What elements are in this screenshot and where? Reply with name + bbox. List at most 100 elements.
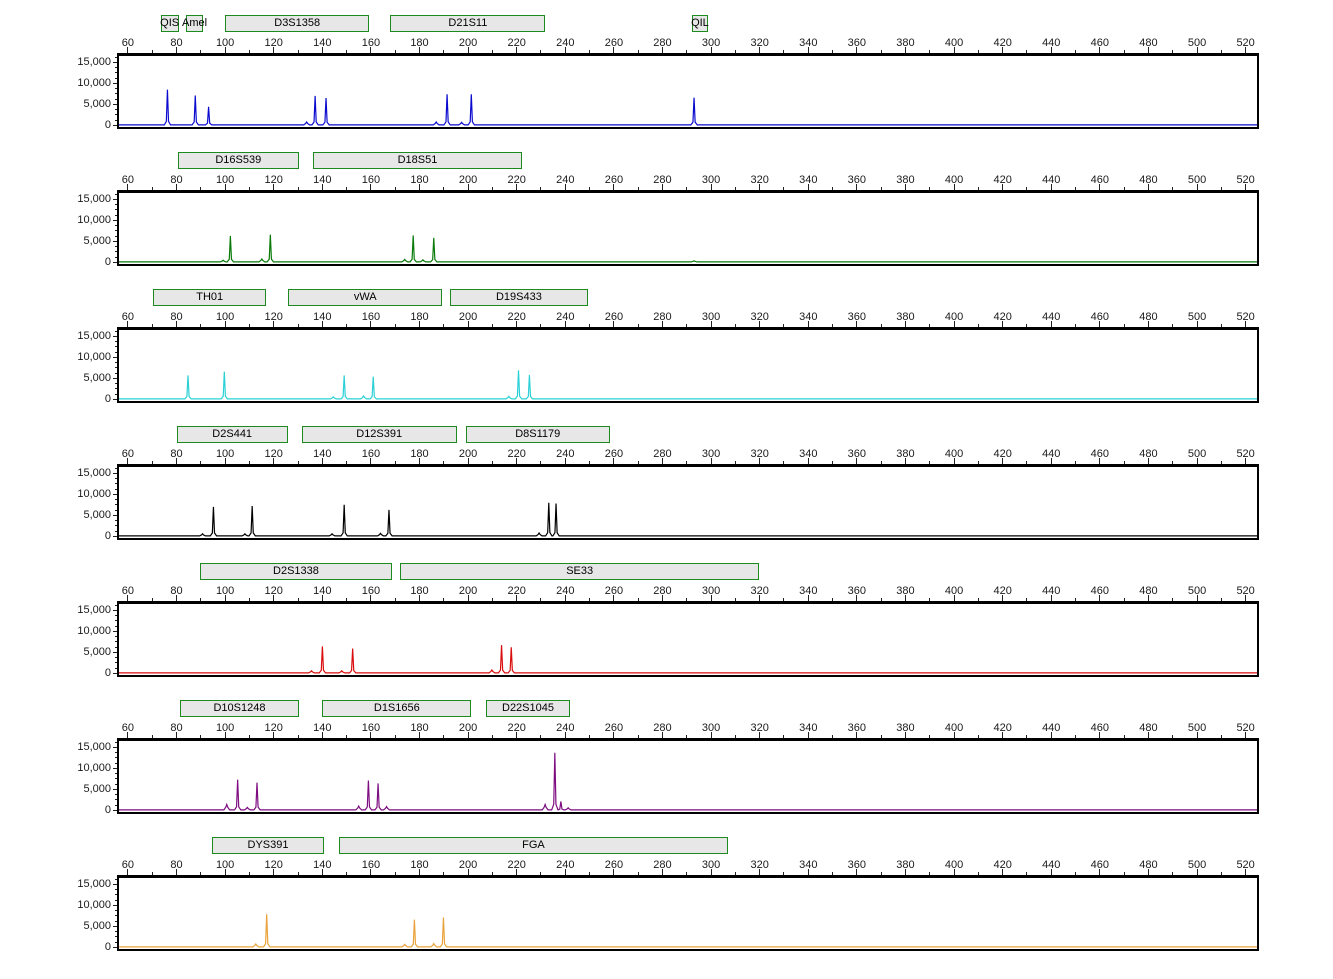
x-axis-tick-label: 140	[313, 859, 332, 871]
marker-box-dys391[interactable]: DYS391	[211, 837, 325, 854]
x-axis-major-tick	[419, 184, 420, 190]
y-axis-minor-tick	[115, 910, 117, 912]
x-axis-major-tick	[516, 732, 518, 738]
marker-box-d1s1656[interactable]: D1S1656	[322, 700, 472, 717]
y-axis-major-tick	[113, 788, 117, 790]
x-axis-major-tick	[856, 869, 858, 875]
marker-box-d10s1248[interactable]: D10S1248	[180, 700, 299, 717]
x-axis-tick-label: 480	[1139, 448, 1158, 460]
marker-box-d8s1179[interactable]: D8S1179	[465, 426, 610, 443]
x-axis-major-tick	[904, 184, 906, 190]
x-axis-tick-label: 200	[458, 174, 478, 186]
x-axis-major-tick	[1196, 869, 1198, 875]
marker-box-d2s441[interactable]: D2S441	[176, 426, 288, 443]
x-axis-minor-tick	[297, 872, 299, 875]
marker-box-qil[interactable]: QIL	[691, 15, 709, 32]
y-axis-minor-tick	[115, 488, 117, 490]
x-axis-minor-tick	[783, 735, 785, 738]
x-axis-minor-tick	[491, 598, 493, 601]
x-axis-tick-label: 260	[604, 37, 624, 49]
y-axis-major-tick	[113, 535, 117, 537]
plot-area	[117, 464, 1259, 540]
y-axis-minor-tick	[115, 114, 117, 116]
x-axis-major-tick	[710, 47, 712, 53]
x-axis-minor-tick	[491, 735, 493, 738]
x-axis-minor-tick	[783, 324, 785, 327]
x-axis-major-tick	[1196, 47, 1198, 53]
x-axis-minor-tick	[443, 872, 445, 875]
y-axis-minor-tick	[115, 499, 117, 501]
x-axis-major-tick	[904, 595, 906, 601]
x-axis-minor-tick	[1075, 461, 1077, 464]
x-axis-tick-label: 220	[507, 448, 526, 460]
x-axis-major-tick	[856, 321, 858, 327]
x-axis-minor-tick	[832, 735, 834, 738]
x-axis-major-tick	[370, 458, 372, 464]
marker-box-d19s433[interactable]: D19S433	[449, 289, 588, 306]
marker-box-d12s391[interactable]: D12S391	[301, 426, 457, 443]
x-axis-major-tick	[661, 321, 663, 327]
x-axis-tick-label: 280	[653, 174, 672, 186]
y-axis-major-tick	[113, 925, 117, 927]
x-axis-minor-tick	[248, 872, 250, 875]
y-axis-minor-tick	[115, 915, 117, 917]
marker-box-amel[interactable]: Amel	[182, 15, 207, 32]
y-axis-minor-tick	[115, 383, 117, 385]
x-axis-tick-label: 340	[799, 311, 818, 323]
x-axis-tick-label: 140	[313, 37, 332, 49]
x-axis-tick-label: 80	[170, 859, 183, 871]
trace-panel-cyan: TH01 vWA D19S433 60 80 100 120 140 160 180 200 220 2…	[0, 289, 1333, 426]
x-axis-tick-label: 140	[313, 722, 332, 734]
x-axis-tick-label: 340	[799, 585, 818, 597]
x-axis-tick-label: 200	[458, 311, 478, 323]
y-axis-tick-label: 15,000	[77, 192, 111, 205]
marker-box-d16s539[interactable]: D16S539	[177, 152, 299, 169]
y-axis-minor-tick	[115, 88, 117, 90]
marker-box-vwa[interactable]: vWA	[288, 289, 443, 306]
x-axis-minor-tick	[1026, 461, 1028, 464]
x-axis-minor-tick	[686, 735, 688, 738]
x-axis-major-tick	[467, 732, 469, 738]
x-axis-major-tick	[224, 732, 226, 738]
x-axis-major-tick	[273, 321, 275, 327]
x-axis-tick-label: 400	[944, 311, 964, 323]
x-axis-minor-tick	[1123, 187, 1125, 190]
y-axis-minor-tick	[115, 367, 117, 369]
marker-box-th01[interactable]: TH01	[153, 289, 266, 306]
x-axis-tick-label: 500	[1187, 37, 1207, 49]
marker-label: vWA	[353, 291, 377, 303]
x-axis-major-tick	[273, 47, 275, 53]
x-axis-major-tick	[759, 184, 761, 190]
x-axis-tick-label: 320	[750, 859, 769, 871]
marker-box-d21s11[interactable]: D21S11	[390, 15, 546, 32]
y-axis-minor-tick	[115, 72, 117, 74]
x-axis-tick-label: 340	[799, 859, 818, 871]
x-axis-major-tick	[661, 458, 663, 464]
x-axis-minor-tick	[783, 872, 785, 875]
marker-box-d2s1338[interactable]: D2S1338	[199, 563, 393, 580]
x-axis-tick-label: 520	[1236, 585, 1255, 597]
marker-box-qis[interactable]: QIS	[160, 15, 179, 32]
x-axis-minor-tick	[637, 461, 639, 464]
x-axis-major-tick	[127, 184, 129, 190]
x-axis-major-tick	[661, 47, 663, 53]
x-axis-major-tick	[613, 184, 615, 190]
marker-box-d18s51[interactable]: D18S51	[312, 152, 523, 169]
marker-box-fga[interactable]: FGA	[339, 837, 728, 854]
y-axis-minor-tick	[115, 773, 117, 775]
x-axis-major-tick	[807, 595, 809, 601]
marker-label: D19S433	[495, 291, 542, 303]
blue-trace-path	[119, 89, 1257, 126]
x-axis-tick-label: 100	[215, 174, 235, 186]
y-axis-minor-tick	[115, 783, 117, 785]
marker-box-d22s1045[interactable]: D22S1045	[486, 700, 570, 717]
y-axis-minor-tick	[115, 899, 117, 901]
x-axis-minor-tick	[637, 187, 639, 190]
x-axis-major-tick	[710, 321, 712, 327]
x-axis-tick-label: 480	[1139, 37, 1158, 49]
x-axis-tick-label: 180	[410, 722, 429, 734]
marker-box-se33[interactable]: SE33	[400, 563, 760, 580]
marker-box-d3s1358[interactable]: D3S1358	[225, 15, 370, 32]
x-axis-tick-label: 360	[847, 448, 867, 460]
